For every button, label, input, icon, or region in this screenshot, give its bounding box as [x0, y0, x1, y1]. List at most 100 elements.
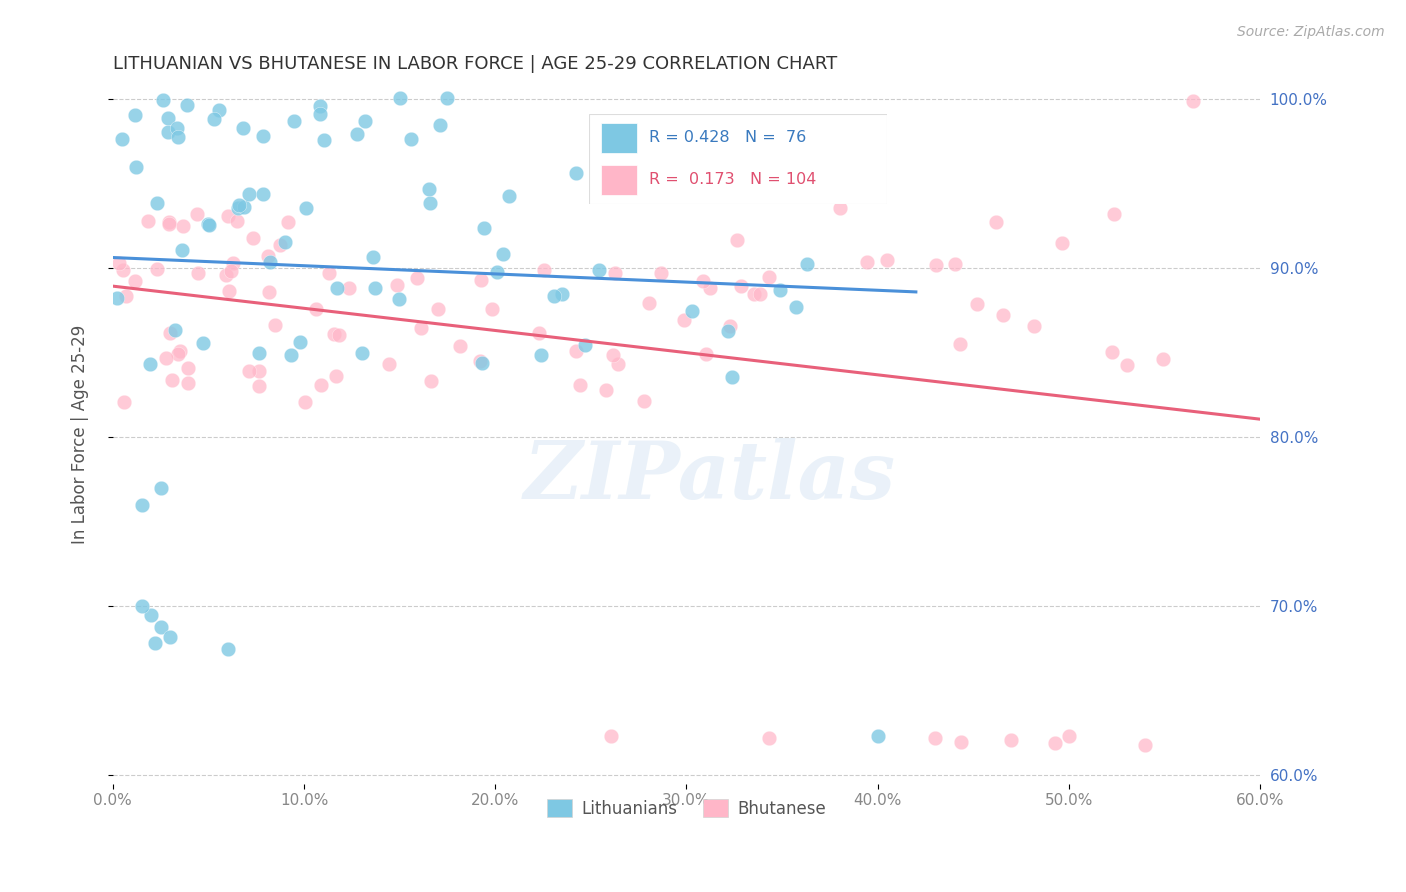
- Point: [498, 189, 520, 203]
- Point: [749, 287, 772, 301]
- Point: [169, 344, 191, 359]
- Legend: Lithuanians, Bhutanese: Lithuanians, Bhutanese: [540, 793, 832, 824]
- Point: [769, 283, 792, 297]
- Point: [377, 357, 399, 371]
- Point: [742, 287, 765, 301]
- Point: [1182, 94, 1205, 108]
- Point: [238, 364, 260, 378]
- Point: [159, 326, 181, 340]
- Point: [574, 338, 596, 352]
- Point: [252, 186, 274, 201]
- Point: [485, 265, 508, 279]
- Point: [283, 114, 305, 128]
- Point: [1024, 318, 1046, 333]
- Point: [388, 90, 411, 104]
- Point: [166, 130, 188, 145]
- Point: [219, 264, 242, 278]
- Point: [551, 287, 574, 301]
- Text: Source: ZipAtlas.com: Source: ZipAtlas.com: [1237, 25, 1385, 39]
- Point: [256, 249, 278, 263]
- Point: [1115, 358, 1137, 372]
- Point: [257, 285, 280, 300]
- Point: [468, 353, 491, 368]
- Point: [191, 336, 214, 351]
- Point: [387, 277, 409, 292]
- Point: [600, 730, 623, 744]
- Point: [681, 304, 703, 318]
- Point: [409, 321, 432, 335]
- Point: [364, 281, 387, 295]
- Point: [146, 196, 169, 211]
- Point: [361, 250, 384, 264]
- Point: [309, 107, 332, 121]
- Point: [924, 258, 946, 272]
- Point: [225, 214, 247, 228]
- Point: [294, 394, 316, 409]
- Point: [326, 281, 349, 295]
- Point: [125, 161, 148, 175]
- Point: [280, 348, 302, 362]
- Point: [492, 246, 515, 260]
- Point: [568, 377, 591, 392]
- Point: [177, 361, 200, 376]
- Point: [1000, 732, 1022, 747]
- Point: [672, 313, 695, 327]
- Point: [419, 196, 441, 211]
- Point: [112, 262, 135, 277]
- Point: [991, 308, 1014, 322]
- Point: [418, 182, 440, 196]
- Point: [247, 346, 270, 360]
- Point: [419, 374, 441, 388]
- Point: [157, 217, 180, 231]
- Point: [111, 131, 134, 145]
- Point: [588, 263, 610, 277]
- Point: [107, 256, 129, 270]
- Point: [1050, 236, 1073, 251]
- Point: [218, 284, 240, 298]
- Point: [564, 344, 586, 359]
- Point: [758, 269, 780, 284]
- Point: [314, 133, 336, 147]
- Point: [318, 266, 340, 280]
- Point: [198, 218, 221, 232]
- Point: [170, 244, 193, 258]
- Point: [247, 364, 270, 378]
- Point: [388, 292, 411, 306]
- Point: [167, 347, 190, 361]
- Point: [226, 202, 249, 216]
- Point: [247, 379, 270, 393]
- Point: [346, 127, 368, 141]
- Point: [124, 273, 146, 287]
- Point: [449, 338, 471, 352]
- Point: [131, 498, 153, 512]
- Point: [603, 266, 626, 280]
- Point: [152, 93, 174, 107]
- Point: [233, 200, 256, 214]
- Point: [399, 132, 422, 146]
- Point: [337, 281, 360, 295]
- Point: [187, 266, 209, 280]
- Point: [311, 377, 333, 392]
- Point: [595, 384, 617, 398]
- Text: LITHUANIAN VS BHUTANESE IN LABOR FORCE | AGE 25-29 CORRELATION CHART: LITHUANIAN VS BHUTANESE IN LABOR FORCE |…: [112, 55, 837, 73]
- Point: [176, 97, 198, 112]
- Point: [429, 118, 451, 132]
- Point: [406, 271, 429, 285]
- Point: [866, 730, 889, 744]
- Point: [1102, 206, 1125, 220]
- Point: [208, 103, 231, 118]
- Point: [530, 348, 553, 362]
- Point: [695, 347, 717, 361]
- Point: [157, 111, 180, 125]
- Point: [328, 327, 350, 342]
- Point: [720, 369, 742, 384]
- Point: [352, 346, 374, 360]
- Point: [177, 376, 200, 390]
- Point: [436, 91, 458, 105]
- Point: [124, 107, 146, 121]
- Point: [186, 206, 208, 220]
- Point: [295, 201, 318, 215]
- Point: [1057, 730, 1080, 744]
- Point: [470, 273, 492, 287]
- Point: [277, 214, 299, 228]
